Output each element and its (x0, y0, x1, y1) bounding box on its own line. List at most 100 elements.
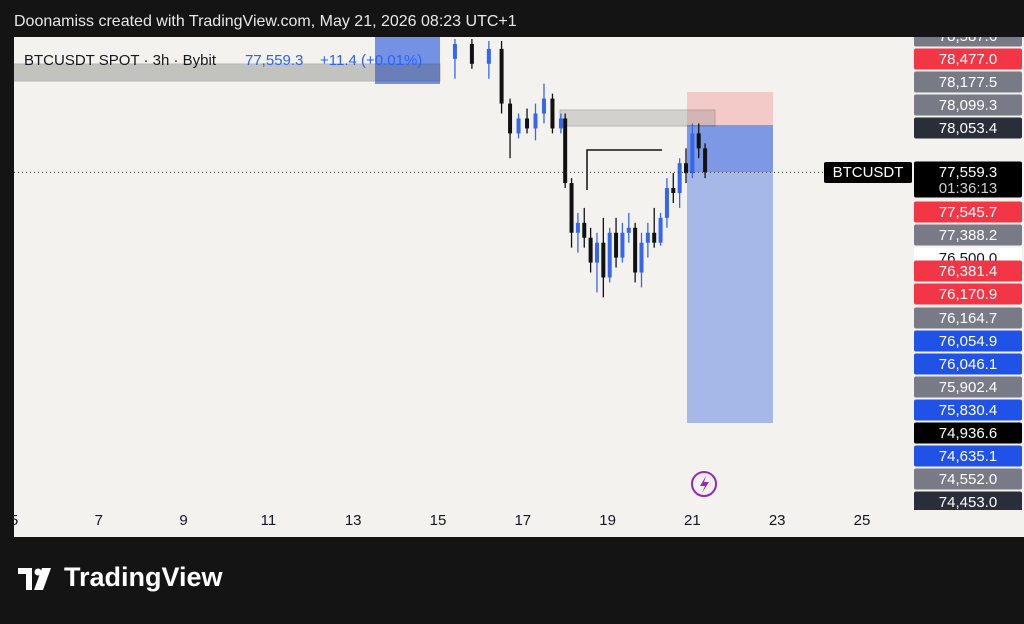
price-label-bg (914, 376, 1022, 398)
candle-body (620, 232, 625, 258)
price-label-bg (914, 422, 1022, 444)
price-label: 74,936.6 (939, 425, 997, 442)
legend-symbol: BTCUSDT SPOT · 3h · Bybit (24, 52, 217, 69)
zone (375, 37, 440, 84)
candle-body (614, 232, 619, 258)
candle-body (588, 237, 593, 263)
candle-body (533, 113, 538, 129)
price-label: 77,388.2 (939, 227, 997, 244)
price-label-bg (914, 445, 1022, 467)
price-label: 77,559.3 (939, 164, 997, 181)
price-label: 76,164.7 (939, 310, 997, 327)
price-label-bg (914, 330, 1022, 352)
candle-body (499, 48, 504, 104)
x-tick-label: 19 (599, 512, 616, 529)
price-label-bg (914, 71, 1022, 93)
price-label: 76,054.9 (939, 333, 997, 350)
candle-body (696, 133, 701, 149)
symbol-tag (824, 162, 912, 183)
price-label-bg (914, 201, 1022, 223)
x-tick-label: 11 (261, 512, 277, 529)
price-label-bg (914, 224, 1022, 246)
candle-body (677, 163, 682, 194)
price-label: 78,053.4 (939, 120, 997, 137)
candle-body (671, 188, 676, 194)
price-label-bg (914, 468, 1022, 490)
candle-body (690, 133, 695, 174)
x-tick-label: 17 (514, 512, 531, 529)
countdown: 01:36:13 (939, 180, 997, 197)
price-label: 76,170.9 (939, 286, 997, 303)
x-tick-label: 21 (684, 512, 701, 529)
price-label-bg (914, 117, 1022, 139)
candle-body (703, 148, 708, 173)
candle-body (582, 222, 587, 238)
candle-body (508, 103, 513, 134)
logo-mark (18, 568, 32, 590)
zone (14, 63, 441, 82)
price-label: 78,587.6 (939, 28, 997, 45)
candle-body (569, 183, 574, 233)
candle-body (607, 232, 612, 278)
x-tick-label: 25 (854, 512, 871, 529)
candle-body (626, 227, 631, 233)
candle-body (684, 163, 689, 174)
chart-area (14, 37, 1024, 537)
price-label-bg (914, 491, 1022, 510)
x-tick-label: 15 (430, 512, 447, 529)
price-axis: 78,587.6 78,477.0 78,177.5 78,099.3 78,053.4… (914, 28, 1022, 511)
candle-body (558, 118, 563, 129)
price-label-bg (914, 94, 1022, 116)
candle-body (550, 98, 555, 129)
candle-body (563, 118, 568, 184)
candle-body (516, 118, 521, 134)
price-label: 74,635.1 (939, 448, 997, 465)
price-label: 76,381.4 (939, 263, 997, 280)
price-label: 75,902.4 (939, 379, 997, 396)
price-label: 78,177.5 (939, 74, 997, 91)
price-label: 78,099.3 (939, 97, 997, 114)
candle-body (658, 217, 663, 243)
event-icon (700, 476, 709, 493)
candle-body (575, 222, 580, 233)
price-label: 74,453.0 (939, 494, 997, 511)
price-label-bg (914, 283, 1022, 305)
candle-body (645, 232, 650, 243)
logo-mark (34, 568, 51, 590)
plot (14, 37, 912, 497)
candle-body (525, 118, 530, 129)
candle-body (639, 242, 644, 273)
target-zone (687, 172, 773, 423)
x-tick-label: 9 (179, 512, 187, 529)
price-label-bg (914, 307, 1022, 329)
entry-zone (687, 125, 773, 172)
legend-change: +11.4 (+0.01%) (320, 52, 422, 69)
logo-mark (34, 568, 42, 576)
price-label-bg (914, 48, 1022, 70)
price-label-bg (914, 260, 1022, 282)
price-label-bg (914, 161, 1022, 198)
legend-price: 77,559.3 (245, 52, 303, 69)
price-label: 77,545.7 (939, 204, 997, 221)
header: Doonamiss created with TradingView.com, … (14, 13, 517, 30)
price-label: 75,830.4 (939, 402, 997, 419)
x-tick-label: 23 (769, 512, 786, 529)
candle-body (594, 242, 599, 263)
brand: TradingView (64, 562, 224, 592)
candle-body (652, 232, 657, 243)
brand-logo (18, 568, 51, 590)
price-label-bg (914, 37, 1022, 47)
price-label-bg (914, 353, 1022, 375)
price-label-bg (914, 399, 1022, 421)
price-label: 76,046.1 (939, 356, 997, 373)
x-tick-label: 13 (345, 512, 362, 529)
candle-body (664, 188, 669, 218)
x-tick-label: 7 (95, 512, 103, 529)
candle-body (469, 43, 474, 64)
x-tick-label: 5 (10, 512, 18, 529)
stop-zone (687, 92, 773, 125)
candle-body (633, 227, 638, 273)
zone (559, 109, 716, 127)
